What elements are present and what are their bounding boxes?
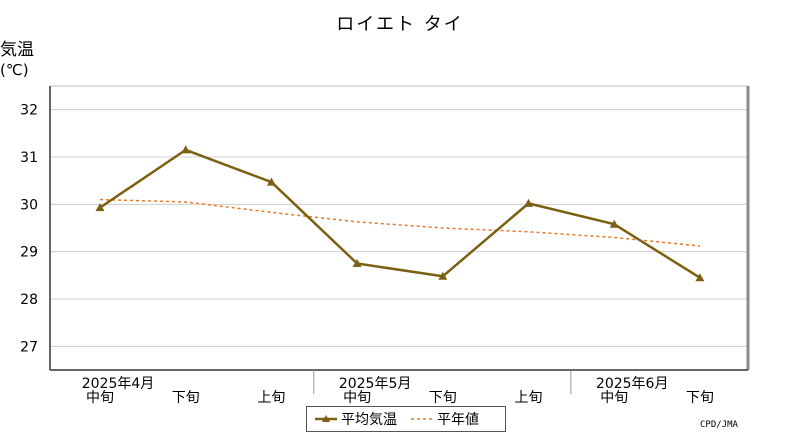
legend-swatch-average bbox=[315, 415, 337, 422]
x-tick-label: 中旬 bbox=[343, 390, 371, 406]
credit-text: CPD/JMA bbox=[700, 420, 738, 430]
legend: 平均気温 平年値 bbox=[306, 406, 506, 432]
legend-label-normal: 平年値 bbox=[437, 412, 479, 428]
x-tick-label: 中旬 bbox=[86, 390, 114, 406]
y-axis-title: 気温 bbox=[0, 40, 34, 60]
month-label: 2025年4月 bbox=[82, 376, 155, 392]
series-line-normal bbox=[99, 198, 700, 247]
legend-item-normal: 平年値 bbox=[411, 409, 479, 429]
y-tick-label: 32 bbox=[20, 103, 38, 119]
chart-title: ロイエト タイ bbox=[336, 14, 464, 35]
x-tick-label: 下旬 bbox=[172, 390, 200, 406]
data-point-average bbox=[438, 271, 448, 280]
x-tick-label: 中旬 bbox=[600, 390, 628, 406]
y-tick-label: 28 bbox=[20, 292, 38, 308]
data-point-average bbox=[181, 145, 191, 154]
plot-area bbox=[50, 86, 748, 370]
data-point-average bbox=[524, 198, 533, 207]
y-axis-unit: (℃) bbox=[0, 61, 29, 79]
legend-item-average: 平均気温 bbox=[315, 409, 397, 429]
series-line-average bbox=[99, 148, 701, 279]
y-axis-label: 気温 (℃) bbox=[0, 40, 34, 80]
x-tick-label: 上旬 bbox=[257, 390, 285, 406]
legend-label-average: 平均気温 bbox=[341, 412, 397, 428]
data-point-average bbox=[609, 219, 619, 228]
x-tick-label: 上旬 bbox=[515, 390, 543, 406]
y-tick-label: 27 bbox=[20, 339, 38, 355]
y-tick-label: 29 bbox=[20, 245, 38, 261]
legend-swatch-normal bbox=[411, 418, 433, 420]
data-point-average bbox=[352, 259, 362, 267]
data-point-average bbox=[266, 177, 276, 186]
y-tick-label: 30 bbox=[20, 197, 38, 213]
data-point-average bbox=[95, 203, 105, 212]
month-label: 2025年5月 bbox=[339, 376, 412, 392]
x-tick-label: 下旬 bbox=[686, 390, 714, 406]
data-point-average bbox=[695, 273, 705, 282]
y-tick-label: 31 bbox=[20, 150, 38, 166]
month-label: 2025年6月 bbox=[596, 376, 669, 392]
x-tick-label: 下旬 bbox=[429, 390, 457, 406]
